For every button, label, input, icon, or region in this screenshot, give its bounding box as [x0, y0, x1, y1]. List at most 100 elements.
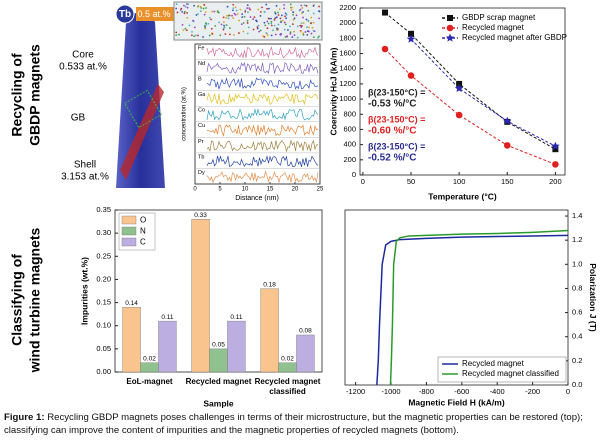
atom [183, 10, 186, 13]
atom [312, 36, 315, 39]
atom [257, 24, 260, 27]
y-tick-label: 1800 [339, 33, 356, 42]
y-tick-label: 1.4 [572, 211, 582, 220]
atom [175, 34, 178, 36]
grain-boundary [120, 84, 164, 180]
region-name: Shell [74, 160, 96, 171]
atom [235, 9, 238, 12]
atom [274, 11, 276, 13]
atom [306, 30, 309, 33]
atom [193, 4, 195, 7]
caption-text: Recycling GBDP magnets poses challenges … [4, 412, 583, 436]
side-label: Recycling of [9, 53, 25, 137]
figure: Tb 0.5 at.% Cu Core 0.533 at.% GB Shell … [9, 1, 598, 408]
atom [302, 32, 305, 35]
atom [307, 9, 310, 12]
y-tick-label: 0.30 [96, 228, 111, 237]
y-tick-label: 1000 [339, 94, 356, 103]
marker [503, 116, 512, 125]
atom [200, 10, 202, 13]
bar [278, 362, 297, 373]
atom [210, 27, 213, 30]
atom [284, 23, 287, 26]
atom [268, 7, 270, 10]
atom [197, 34, 199, 37]
y-axis-label: Impurities (wt.%) [79, 257, 89, 325]
atom [312, 5, 315, 7]
data-label: 0.18 [263, 281, 276, 288]
data-label: 0.02 [143, 355, 156, 362]
atom [310, 22, 313, 25]
atom [270, 34, 273, 37]
y-tick-label: 800 [343, 109, 356, 118]
atom [244, 9, 247, 12]
caption-label: Figure 1: [4, 412, 45, 423]
atom [204, 11, 207, 13]
atom [236, 13, 239, 15]
legend-box [438, 11, 563, 46]
atom [204, 27, 207, 30]
bar [122, 307, 141, 373]
atom [228, 33, 231, 36]
atom [208, 16, 211, 19]
atom [289, 31, 292, 34]
profile-trace [206, 61, 319, 75]
profile-x-tick-label: 25 [317, 187, 324, 193]
legend-label: GBDP scrap magnet [462, 13, 536, 22]
atom [290, 6, 293, 9]
y-tick-label: 2200 [339, 3, 356, 12]
x-tick-label: -1200 [346, 387, 365, 396]
y-tick-label: 400 [343, 140, 356, 149]
legend-swatch [121, 215, 137, 225]
atom [293, 17, 296, 20]
annotation-label: β(23-150°C) = [368, 114, 425, 124]
atom [276, 28, 279, 30]
atom [186, 6, 189, 9]
atom [279, 33, 282, 36]
atom [175, 3, 178, 6]
element-label: Ga [198, 92, 206, 98]
region-name: Core [72, 50, 94, 61]
data-label: 0.08 [299, 328, 312, 335]
x-tick-label: -1000 [381, 387, 400, 396]
atom [193, 35, 195, 38]
legend-label: C [140, 238, 146, 247]
atom [183, 4, 185, 7]
atom [252, 18, 255, 20]
series-line [376, 234, 569, 386]
x-tick-label: -200 [525, 387, 540, 396]
atom [181, 10, 184, 13]
y-tick-label: 1200 [339, 79, 356, 88]
legend-marker [445, 33, 455, 42]
atom [249, 16, 252, 18]
atom [266, 8, 268, 10]
atom [185, 29, 188, 32]
y-tick-label: 0.00 [96, 367, 111, 376]
y-tick-label: 0.10 [96, 321, 111, 330]
atom [308, 26, 310, 29]
atom [265, 3, 268, 6]
atom [266, 34, 269, 37]
atom [182, 29, 185, 32]
atom [292, 18, 295, 21]
atom [203, 13, 206, 16]
atom [300, 22, 303, 25]
atom [310, 16, 313, 19]
profile-trace [206, 170, 319, 184]
atom [246, 19, 249, 22]
atom [267, 17, 270, 20]
atom [175, 7, 178, 10]
y-tick-label: 0.15 [96, 298, 111, 307]
atom [193, 26, 196, 29]
atom [242, 22, 245, 24]
atom [232, 7, 235, 10]
y-tick-label: 0.8 [572, 283, 582, 292]
atom [203, 3, 206, 6]
atom [203, 24, 206, 27]
atom [287, 29, 289, 31]
atom [274, 33, 277, 36]
atom [222, 16, 225, 19]
y-tick-label: 0.35 [96, 205, 111, 214]
atom [312, 21, 315, 24]
